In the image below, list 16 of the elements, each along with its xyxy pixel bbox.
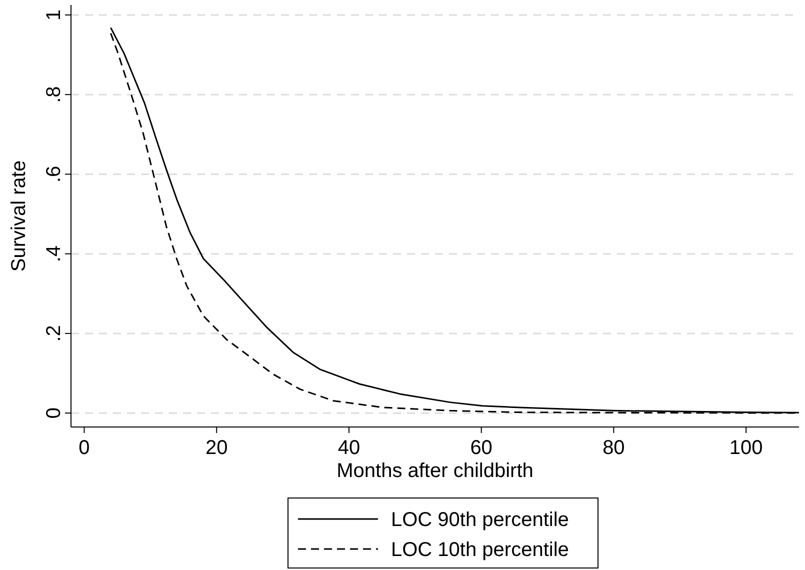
y-tick-label: .6 — [43, 166, 65, 183]
x-tick-label: 0 — [78, 437, 90, 459]
legend-label: LOC 90th percentile — [391, 509, 569, 531]
y-axis-title: Survival rate — [8, 160, 30, 272]
y-tick-label: .4 — [43, 245, 65, 262]
x-tick-label: 20 — [205, 437, 228, 459]
x-tick-label: 60 — [470, 437, 492, 459]
y-tick-label: 0 — [43, 408, 65, 419]
x-tick-label: 40 — [338, 437, 360, 459]
x-tick-label: 100 — [729, 437, 763, 459]
y-tick-label: 1 — [43, 9, 65, 21]
x-axis-title: Months after childbirth — [336, 460, 534, 482]
legend-label: LOC 10th percentile — [391, 539, 569, 561]
y-tick-label: .8 — [43, 86, 65, 103]
y-tick-label: .2 — [43, 325, 65, 342]
x-tick-label: 80 — [602, 437, 625, 459]
